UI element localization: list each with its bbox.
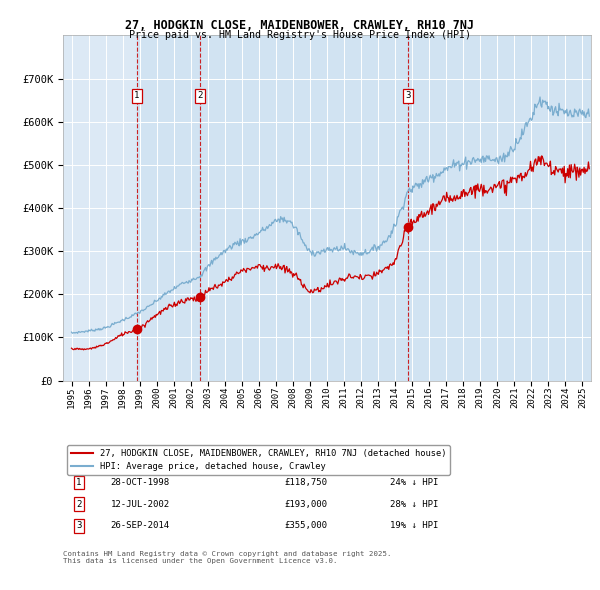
Text: 28% ↓ HPI: 28% ↓ HPI xyxy=(391,500,439,509)
Text: £118,750: £118,750 xyxy=(285,478,328,487)
Text: 2: 2 xyxy=(197,91,203,100)
Text: 27, HODGKIN CLOSE, MAIDENBOWER, CRAWLEY, RH10 7NJ: 27, HODGKIN CLOSE, MAIDENBOWER, CRAWLEY,… xyxy=(125,19,475,32)
Text: 26-SEP-2014: 26-SEP-2014 xyxy=(110,522,170,530)
Text: 28-OCT-1998: 28-OCT-1998 xyxy=(110,478,170,487)
Text: £355,000: £355,000 xyxy=(285,522,328,530)
Text: 3: 3 xyxy=(405,91,410,100)
Bar xyxy=(137,35,200,381)
Text: 2: 2 xyxy=(76,500,82,509)
Text: 1: 1 xyxy=(76,478,82,487)
Text: 1: 1 xyxy=(134,91,139,100)
Bar xyxy=(200,35,408,381)
Bar xyxy=(408,35,591,381)
Text: 24% ↓ HPI: 24% ↓ HPI xyxy=(391,478,439,487)
Text: £193,000: £193,000 xyxy=(285,500,328,509)
Text: Contains HM Land Registry data © Crown copyright and database right 2025.
This d: Contains HM Land Registry data © Crown c… xyxy=(63,552,392,565)
Text: Price paid vs. HM Land Registry's House Price Index (HPI): Price paid vs. HM Land Registry's House … xyxy=(129,30,471,40)
Text: 3: 3 xyxy=(76,522,82,530)
Text: 12-JUL-2002: 12-JUL-2002 xyxy=(110,500,170,509)
Text: 19% ↓ HPI: 19% ↓ HPI xyxy=(391,522,439,530)
Legend: 27, HODGKIN CLOSE, MAIDENBOWER, CRAWLEY, RH10 7NJ (detached house), HPI: Average: 27, HODGKIN CLOSE, MAIDENBOWER, CRAWLEY,… xyxy=(67,445,450,475)
